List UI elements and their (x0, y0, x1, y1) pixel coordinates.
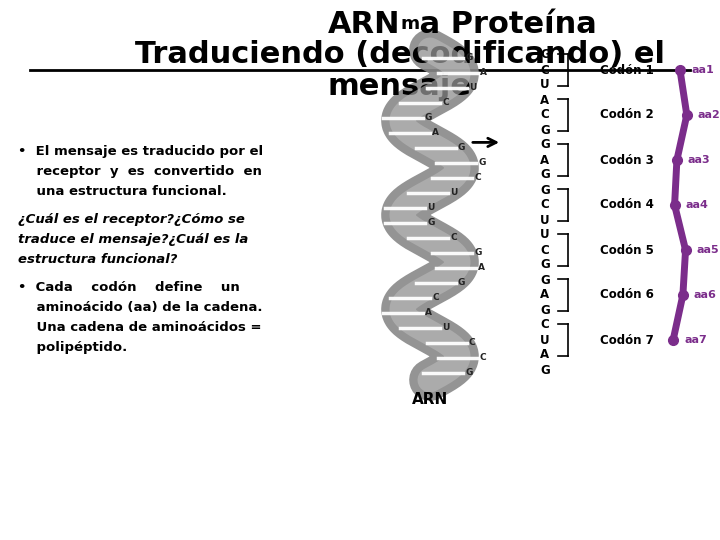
Text: aa2: aa2 (698, 110, 720, 120)
Text: Codón 5: Codón 5 (600, 244, 654, 256)
Text: U: U (450, 188, 457, 197)
Text: a Proteína: a Proteína (409, 10, 597, 39)
Text: A: A (541, 93, 549, 106)
Text: C: C (541, 319, 549, 332)
Text: G: G (540, 273, 550, 287)
Text: C: C (469, 338, 475, 347)
Text: U: U (540, 213, 550, 226)
Text: aa4: aa4 (685, 200, 708, 210)
Text: G: G (478, 158, 485, 167)
Text: U: U (540, 228, 550, 241)
Text: G: G (428, 218, 435, 227)
Text: G: G (458, 143, 465, 152)
Text: Codón 7: Codón 7 (600, 334, 654, 347)
Text: traduce el mensaje?¿Cuál es la: traduce el mensaje?¿Cuál es la (18, 233, 248, 246)
Text: A: A (541, 348, 549, 361)
Text: G: G (540, 124, 550, 137)
Text: C: C (541, 199, 549, 212)
Text: G: G (540, 184, 550, 197)
Text: ARN: ARN (412, 392, 448, 407)
Text: G: G (540, 303, 550, 316)
Text: Codón 1: Codón 1 (600, 64, 654, 77)
Text: U: U (442, 323, 449, 332)
Text: aa6: aa6 (694, 290, 716, 300)
Text: Codón 4: Codón 4 (600, 199, 654, 212)
Text: aa3: aa3 (688, 155, 711, 165)
Text: Codón 6: Codón 6 (600, 288, 654, 301)
Text: A: A (425, 308, 431, 317)
Text: G: G (540, 363, 550, 376)
Text: aa5: aa5 (696, 245, 719, 255)
Text: •  Cada    codón    define    un: • Cada codón define un (18, 281, 240, 294)
Text: C: C (541, 244, 549, 256)
Text: estructura funcional?: estructura funcional? (18, 253, 177, 266)
Text: U: U (540, 334, 550, 347)
Text: U: U (428, 203, 435, 212)
Text: receptor  y  es  convertido  en: receptor y es convertido en (18, 165, 262, 178)
Text: una estructura funcional.: una estructura funcional. (18, 185, 227, 198)
Text: Codón 3: Codón 3 (600, 153, 654, 166)
Text: Codón 2: Codón 2 (600, 109, 654, 122)
Text: G: G (540, 138, 550, 152)
Text: Traduciendo (decodificando) el: Traduciendo (decodificando) el (135, 40, 665, 69)
Text: C: C (541, 64, 549, 77)
Text: A: A (478, 263, 485, 272)
Text: C: C (480, 353, 487, 362)
Text: A: A (541, 288, 549, 301)
Text: C: C (450, 233, 456, 242)
Text: G: G (425, 113, 432, 122)
Text: U: U (469, 83, 476, 92)
Text: U: U (540, 78, 550, 91)
Text: ¿Cuál es el receptor?¿Cómo se: ¿Cuál es el receptor?¿Cómo se (18, 213, 245, 226)
Text: ARN: ARN (328, 10, 400, 39)
Text: •  El mensaje es traducido por el: • El mensaje es traducido por el (18, 145, 263, 158)
Text: C: C (474, 173, 481, 182)
Text: G: G (458, 278, 465, 287)
Text: aa7: aa7 (684, 335, 707, 345)
Text: G: G (465, 368, 473, 377)
Text: C: C (541, 109, 549, 122)
Text: G: G (540, 259, 550, 272)
Text: aminoácido (aa) de la cadena.: aminoácido (aa) de la cadena. (18, 301, 263, 314)
Text: A: A (480, 68, 487, 77)
Text: G: G (540, 168, 550, 181)
Text: m: m (400, 15, 419, 33)
Text: Una cadena de aminoácidos =: Una cadena de aminoácidos = (18, 321, 261, 334)
Text: G: G (465, 53, 473, 62)
Text: polipéptido.: polipéptido. (18, 341, 127, 354)
Text: aa1: aa1 (691, 65, 714, 75)
Text: C: C (442, 98, 449, 107)
Text: A: A (432, 128, 439, 137)
Text: C: C (432, 293, 438, 302)
Text: G: G (540, 49, 550, 62)
Text: A: A (541, 153, 549, 166)
Text: G: G (474, 248, 482, 257)
Text: mensaje: mensaje (328, 72, 472, 101)
